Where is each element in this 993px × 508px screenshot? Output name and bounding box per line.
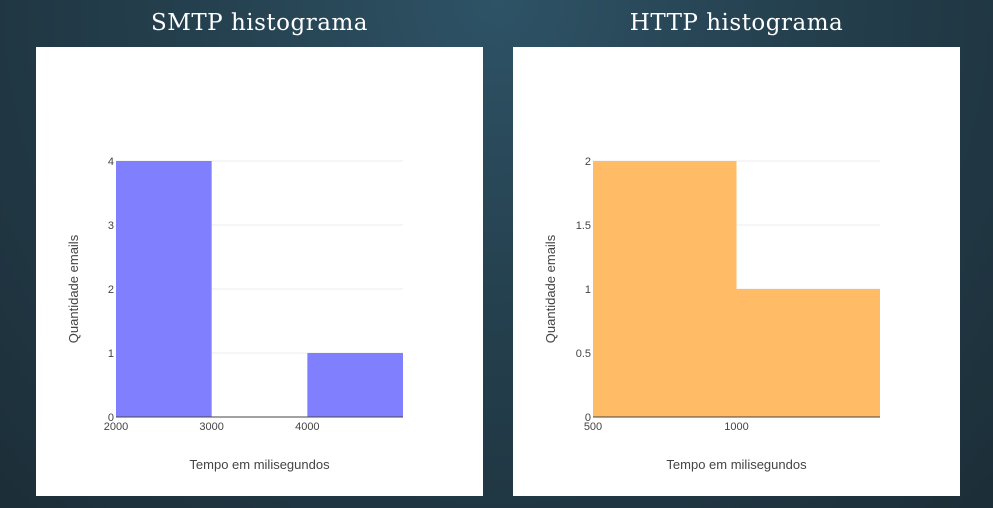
y-tick-label: 0 [585, 412, 591, 424]
x-tick-label: 1000 [724, 421, 748, 433]
x-axis-title: Tempo em milisegundos [666, 457, 807, 472]
http-histogram-panel: 0 0.5 1 1.5 2 500 1000 Tempo em milisegundos Qua… [513, 47, 960, 496]
y-tick-label: 0.5 [576, 348, 591, 360]
x-tick-label: 3000 [199, 421, 223, 433]
http-histogram-svg: 0 0.5 1 1.5 2 500 1000 Tempo em milisegundos Qua… [543, 156, 880, 472]
histogram-bar [307, 353, 403, 417]
y-tick-label: 2 [108, 284, 114, 296]
histogram-bar [116, 161, 212, 417]
smtp-chart-title: SMTP histograma [151, 10, 368, 36]
x-tick-label: 4000 [295, 421, 319, 433]
y-tick-label: 2 [585, 156, 591, 168]
y-tick-label: 1 [585, 284, 591, 296]
y-axis-title: Quantidade emails [66, 234, 81, 343]
histogram-bar [736, 289, 880, 417]
y-tick-label: 1 [108, 348, 114, 360]
smtp-histogram-panel: 0 1 2 3 4 2000 3000 4000 Tempo em milisegundos Qu… [36, 47, 483, 496]
y-tick-label: 1.5 [576, 220, 591, 232]
x-tick-label: 500 [584, 421, 602, 433]
histogram-bar [593, 161, 737, 417]
x-axis-title: Tempo em milisegundos [189, 457, 330, 472]
y-axis-title: Quantidade emails [543, 234, 558, 343]
y-tick-label: 0 [108, 412, 114, 424]
x-tick-label: 2000 [104, 421, 128, 433]
http-chart-title: HTTP histograma [629, 10, 844, 36]
y-tick-label: 3 [108, 220, 114, 232]
y-tick-label: 4 [108, 156, 114, 168]
smtp-histogram-svg: 0 1 2 3 4 2000 3000 4000 Tempo em milisegundos Qu… [66, 156, 403, 472]
